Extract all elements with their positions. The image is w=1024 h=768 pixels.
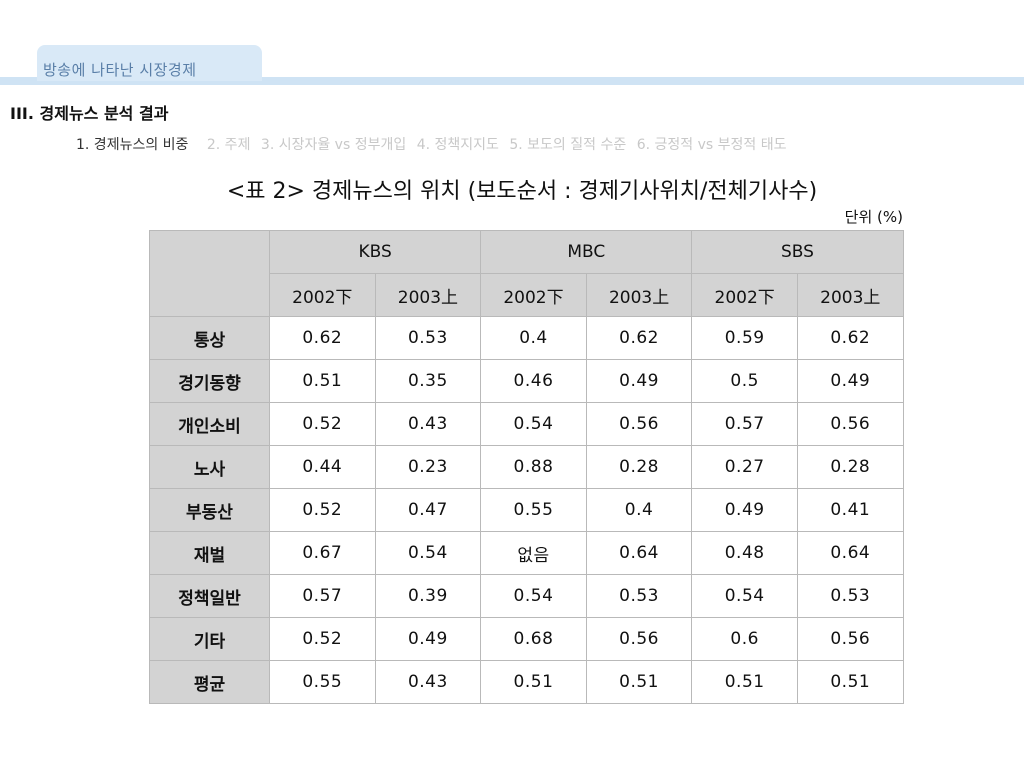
column-header-period: 2003上 bbox=[585, 273, 693, 317]
table-cell: 0.54 bbox=[374, 531, 482, 575]
row-header: 재벌 bbox=[149, 531, 270, 575]
table-cell: 0.6 bbox=[691, 617, 798, 661]
table-cell: 0.59 bbox=[691, 316, 798, 360]
table-cell: 0.54 bbox=[480, 574, 587, 618]
table-cell: 0.52 bbox=[269, 617, 376, 661]
table-cell: 0.5 bbox=[691, 359, 798, 403]
column-header-period: 2002下 bbox=[691, 273, 798, 317]
table-cell: 0.49 bbox=[374, 617, 482, 661]
table-cell: 0.46 bbox=[480, 359, 587, 403]
table-cell: 0.43 bbox=[374, 402, 482, 446]
page-heading: III. 경제뉴스 분석 결과 bbox=[10, 104, 169, 123]
table-cell: 0.51 bbox=[796, 660, 904, 704]
row-header: 평균 bbox=[149, 660, 270, 704]
table-cell: 0.56 bbox=[585, 402, 693, 446]
table-cell: 0.56 bbox=[796, 402, 904, 446]
column-header-period: 2003上 bbox=[374, 273, 482, 317]
table-cell: 없음 bbox=[480, 531, 587, 575]
table-row: 노사 0.44 0.23 0.88 0.28 0.27 0.28 bbox=[149, 445, 904, 489]
header-row-periods: 2002下 2003上 2002下 2003上 2002下 2003上 bbox=[150, 273, 904, 317]
table-body: 통상 0.62 0.53 0.4 0.62 0.59 0.62 경기동향 0.51 0.35 0.4… bbox=[149, 316, 904, 704]
table-cell: 0.54 bbox=[480, 402, 587, 446]
table-row: 기타 0.52 0.49 0.68 0.56 0.6 0.56 bbox=[149, 617, 904, 661]
subnav-item-policy-support[interactable]: 4. 정책지지도 bbox=[416, 137, 499, 153]
table-cell: 0.53 bbox=[374, 316, 482, 360]
table-cell: 0.47 bbox=[374, 488, 482, 532]
subnav-item-attitude[interactable]: 6. 긍정적 vs 부정적 태도 bbox=[636, 137, 787, 153]
table-cell: 0.55 bbox=[480, 488, 587, 532]
table-row: 경기동향 0.51 0.35 0.46 0.49 0.5 0.49 bbox=[149, 359, 904, 403]
table-cell: 0.51 bbox=[691, 660, 798, 704]
column-header-kbs: KBS bbox=[268, 230, 482, 274]
subnav-item-report-quality[interactable]: 5. 보도의 질적 수준 bbox=[509, 137, 627, 153]
column-header-period: 2002下 bbox=[269, 273, 376, 317]
table-cell: 0.52 bbox=[269, 402, 376, 446]
table-cell: 0.51 bbox=[480, 660, 587, 704]
table-cell: 0.56 bbox=[796, 617, 904, 661]
table-cell: 0.52 bbox=[269, 488, 376, 532]
table-cell: 0.28 bbox=[585, 445, 693, 489]
table-cell: 0.43 bbox=[374, 660, 482, 704]
table-cell: 0.49 bbox=[585, 359, 693, 403]
row-header: 경기동향 bbox=[149, 359, 270, 403]
table-cell: 0.56 bbox=[585, 617, 693, 661]
table-row: 정책일반 0.57 0.39 0.54 0.53 0.54 0.53 bbox=[149, 574, 904, 618]
table-cell: 0.4 bbox=[585, 488, 693, 532]
table-cell: 0.4 bbox=[480, 316, 587, 360]
section-tab-label: 방송에 나타난 시장경제 bbox=[43, 61, 197, 79]
table-cell: 0.54 bbox=[691, 574, 798, 618]
table-cell: 0.64 bbox=[796, 531, 904, 575]
row-header: 기타 bbox=[149, 617, 270, 661]
table-row: 재벌 0.67 0.54 없음 0.64 0.48 0.64 bbox=[149, 531, 904, 575]
row-header: 부동산 bbox=[149, 488, 270, 532]
table-cell: 0.53 bbox=[796, 574, 904, 618]
unit-label: 단위 (%) bbox=[844, 208, 903, 226]
table-cell: 0.49 bbox=[796, 359, 904, 403]
table-cell: 0.55 bbox=[269, 660, 376, 704]
subnav-item-current[interactable]: 1. 경제뉴스의 비중 bbox=[76, 137, 189, 153]
table-row: 평균 0.55 0.43 0.51 0.51 0.51 0.51 bbox=[149, 660, 904, 704]
table-cell: 0.23 bbox=[374, 445, 482, 489]
table-cell: 0.35 bbox=[374, 359, 482, 403]
row-header: 노사 bbox=[149, 445, 270, 489]
table-row: 통상 0.62 0.53 0.4 0.62 0.59 0.62 bbox=[149, 316, 904, 360]
table-cell: 0.67 bbox=[269, 531, 376, 575]
table-cell: 0.64 bbox=[585, 531, 693, 575]
corner-cell bbox=[149, 230, 270, 317]
table-title: <표 2> 경제뉴스의 위치 (보도순서 : 경제기사위치/전체기사수) bbox=[226, 179, 818, 204]
table-cell: 0.88 bbox=[480, 445, 587, 489]
section-tab: 방송에 나타난 시장경제 bbox=[37, 45, 262, 81]
table-cell: 0.53 bbox=[585, 574, 693, 618]
table-cell: 0.68 bbox=[480, 617, 587, 661]
column-header-mbc: MBC bbox=[480, 230, 693, 274]
data-table: KBS MBC SBS 2002下 2003上 2002下 2003上 2002… bbox=[149, 230, 904, 704]
sub-navigation: 1. 경제뉴스의 비중 2. 주제 3. 시장자율 vs 정부개입 4. 정책지… bbox=[76, 134, 792, 154]
table-cell: 0.49 bbox=[691, 488, 798, 532]
column-header-period: 2002下 bbox=[480, 273, 587, 317]
table-row: 부동산 0.52 0.47 0.55 0.4 0.49 0.41 bbox=[149, 488, 904, 532]
table-cell: 0.51 bbox=[269, 359, 376, 403]
table-cell: 0.27 bbox=[691, 445, 798, 489]
subnav-item-topic[interactable]: 2. 주제 bbox=[206, 137, 251, 153]
header-divider bbox=[0, 77, 1024, 85]
column-header-period: 2003上 bbox=[796, 273, 904, 317]
row-header: 개인소비 bbox=[149, 402, 270, 446]
table-row: 개인소비 0.52 0.43 0.54 0.56 0.57 0.56 bbox=[149, 402, 904, 446]
table-cell: 0.51 bbox=[585, 660, 693, 704]
table-cell: 0.39 bbox=[374, 574, 482, 618]
table-cell: 0.44 bbox=[269, 445, 376, 489]
column-header-sbs: SBS bbox=[691, 230, 904, 274]
header-row-broadcasters: KBS MBC SBS bbox=[149, 230, 904, 317]
row-header: 통상 bbox=[149, 316, 270, 360]
table-cell: 0.62 bbox=[796, 316, 904, 360]
table-cell: 0.57 bbox=[691, 402, 798, 446]
table-cell: 0.41 bbox=[796, 488, 904, 532]
table-cell: 0.28 bbox=[796, 445, 904, 489]
table-cell: 0.48 bbox=[691, 531, 798, 575]
table-cell: 0.57 bbox=[269, 574, 376, 618]
table-cell: 0.62 bbox=[585, 316, 693, 360]
table-cell: 0.62 bbox=[269, 316, 376, 360]
row-header: 정책일반 bbox=[149, 574, 270, 618]
subnav-item-market-vs-government[interactable]: 3. 시장자율 vs 정부개입 bbox=[260, 137, 407, 153]
